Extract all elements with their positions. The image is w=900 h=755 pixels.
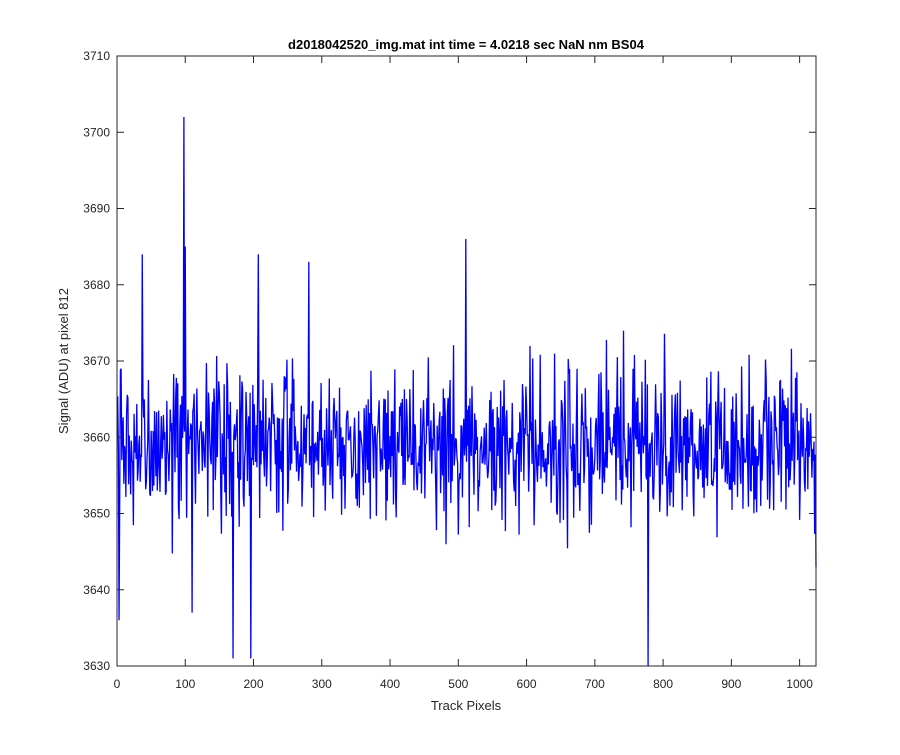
x-tick-label: 1000 bbox=[786, 677, 813, 691]
x-axis-label: Track Pixels bbox=[431, 698, 502, 713]
x-tick-label: 400 bbox=[380, 677, 400, 691]
y-tick-label: 3670 bbox=[83, 354, 110, 368]
series-layer bbox=[117, 116, 817, 667]
x-tick-label: 500 bbox=[448, 677, 468, 691]
ticks-layer: 0 100 200 300 400 500 600 700 800 900 1000 3630 3640… bbox=[83, 49, 816, 691]
x-tick-label: 600 bbox=[517, 677, 537, 691]
x-tick-label: 100 bbox=[175, 677, 195, 691]
y-tick-label: 3650 bbox=[83, 507, 110, 521]
y-tick-label: 3630 bbox=[83, 659, 110, 673]
y-tick-label: 3680 bbox=[83, 278, 110, 292]
x-tick-label: 700 bbox=[585, 677, 605, 691]
y-tick-label: 3700 bbox=[83, 125, 110, 139]
x-tick-label: 900 bbox=[721, 677, 741, 691]
signal-series-line bbox=[117, 116, 817, 667]
x-tick-label: 300 bbox=[312, 677, 332, 691]
x-tick-label: 0 bbox=[114, 677, 121, 691]
y-axis-label: Signal (ADU) at pixel 812 bbox=[56, 288, 71, 434]
y-tick-label: 3660 bbox=[83, 430, 110, 444]
x-tick-label: 200 bbox=[244, 677, 264, 691]
y-tick-label: 3710 bbox=[83, 49, 110, 63]
y-tick-label: 3690 bbox=[83, 202, 110, 216]
x-tick-label: 800 bbox=[653, 677, 673, 691]
y-tick-label: 3640 bbox=[83, 583, 110, 597]
chart-title: d2018042520_img.mat int time = 4.0218 se… bbox=[288, 37, 645, 52]
